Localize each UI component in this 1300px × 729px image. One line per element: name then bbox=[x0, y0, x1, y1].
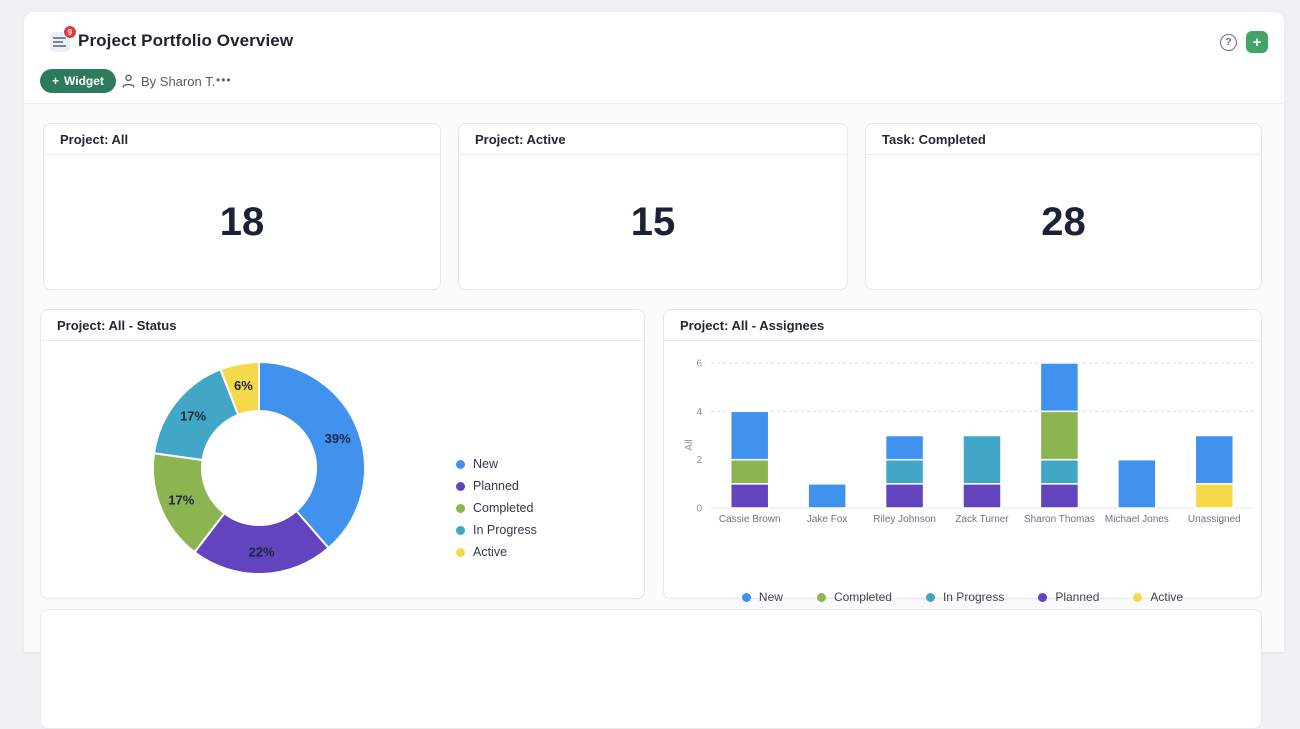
donut-data-label: 39% bbox=[325, 431, 351, 446]
x-category-label: Riley Johnson bbox=[873, 514, 936, 525]
y-tick-label: 0 bbox=[696, 504, 702, 515]
bar-segment-completed[interactable] bbox=[1039, 410, 1080, 461]
bar-segment-active[interactable] bbox=[1194, 483, 1235, 509]
donut-card-title: Project: All - Status bbox=[41, 310, 644, 341]
donut-data-label: 17% bbox=[180, 408, 206, 423]
bar-segment-planned[interactable] bbox=[729, 483, 770, 509]
dashboard-panel: 9 Project Portfolio Overview ? + + Widge… bbox=[24, 12, 1284, 729]
legend-item-planned[interactable]: Planned bbox=[456, 475, 537, 497]
help-icon[interactable]: ? bbox=[1220, 34, 1237, 51]
bar-segment-in-progress[interactable] bbox=[1039, 458, 1080, 485]
legend-label: Completed bbox=[473, 501, 534, 515]
legend-label: In Progress bbox=[473, 523, 537, 537]
donut-data-label: 17% bbox=[168, 492, 194, 507]
y-tick-label: 6 bbox=[696, 358, 702, 369]
bar-segment-completed[interactable] bbox=[729, 458, 770, 485]
legend-label: Planned bbox=[1055, 590, 1100, 604]
legend-label: Active bbox=[473, 545, 508, 559]
add-widget-button[interactable]: + Widget bbox=[40, 69, 116, 93]
legend-label: Planned bbox=[473, 479, 519, 493]
legend-dot bbox=[456, 525, 465, 535]
status-donut-chart: 39% 22% 17% 17% 6% bbox=[152, 360, 366, 575]
add-icon[interactable]: + bbox=[1246, 31, 1268, 53]
assignees-bar-chart: 0 2 4 6 All Cassie Brown Jake Fox Riley Johnson… bbox=[684, 358, 1253, 525]
bar-segment-new[interactable] bbox=[1039, 362, 1080, 413]
bar-segment-new[interactable] bbox=[807, 483, 847, 509]
legend-dot bbox=[456, 481, 465, 491]
stat-card-title: Task: Completed bbox=[866, 124, 1261, 155]
x-category-label: Zack Turner bbox=[955, 514, 1009, 525]
x-category-label: Unassigned bbox=[1188, 514, 1241, 525]
y-tick-label: 2 bbox=[696, 455, 702, 466]
x-category-label: Jake Fox bbox=[807, 514, 848, 525]
legend-dot bbox=[456, 503, 465, 513]
stat-card-title: Project: All bbox=[44, 124, 440, 155]
legend-item-active[interactable]: Active bbox=[1133, 589, 1183, 605]
bar-segment-in-progress[interactable] bbox=[962, 434, 1002, 485]
stat-card-task-completed[interactable]: Task: Completed 28 bbox=[865, 123, 1262, 290]
bars-card-title: Project: All - Assignees bbox=[664, 310, 1261, 341]
legend-item-completed[interactable]: Completed bbox=[456, 497, 537, 519]
widget-canvas: Project: All 18 Project: Active 15 Task:… bbox=[24, 103, 1284, 729]
author-label: By Sharon T. bbox=[141, 73, 216, 89]
legend-dot bbox=[1038, 592, 1048, 602]
donut-slice-new[interactable] bbox=[258, 360, 366, 550]
bars-legend: New Completed In Progress Planned Active bbox=[664, 589, 1261, 605]
x-category-label: Michael Jones bbox=[1105, 514, 1169, 525]
x-category-label: Cassie Brown bbox=[719, 514, 781, 525]
legend-item-active[interactable]: Active bbox=[456, 541, 537, 563]
bar-segment-planned[interactable] bbox=[1039, 483, 1080, 509]
donut-slice-active[interactable] bbox=[219, 360, 260, 417]
bar-segment-new[interactable] bbox=[1117, 458, 1157, 509]
legend-item-new[interactable]: New bbox=[741, 589, 783, 605]
stat-value: 28 bbox=[1041, 199, 1086, 244]
dashboard-icon: 9 bbox=[50, 25, 77, 52]
donut-data-label: 6% bbox=[234, 378, 253, 393]
bar-segment-new[interactable] bbox=[1194, 434, 1235, 485]
legend-label: New bbox=[758, 590, 783, 604]
legend-dot bbox=[456, 459, 465, 469]
bar-segment-planned[interactable] bbox=[884, 483, 925, 509]
legend-item-planned[interactable]: Planned bbox=[1038, 589, 1099, 605]
legend-label: Completed bbox=[833, 590, 892, 604]
y-axis-label: All bbox=[684, 439, 695, 450]
legend-item-in-progress[interactable]: In Progress bbox=[925, 589, 1005, 605]
stat-value: 15 bbox=[630, 199, 676, 244]
legend-dot bbox=[456, 547, 465, 557]
stat-card-title: Project: Active bbox=[459, 124, 847, 155]
bar-segment-new[interactable] bbox=[884, 434, 925, 461]
plus-icon: + bbox=[52, 74, 60, 88]
more-options-button[interactable]: ••• bbox=[216, 73, 232, 87]
status-donut-card[interactable]: Project: All - Status 39% 22% 17% 17% 6% New… bbox=[40, 309, 645, 599]
legend-label: In Progress bbox=[942, 590, 1005, 604]
legend-dot bbox=[925, 592, 935, 602]
legend-dot bbox=[741, 592, 751, 602]
x-category-label: Sharon Thomas bbox=[1024, 514, 1095, 525]
person-icon bbox=[122, 74, 135, 88]
donut-legend: New Planned Completed In Progress Active bbox=[456, 453, 537, 563]
legend-item-completed[interactable]: Completed bbox=[816, 589, 892, 605]
author-byline: By Sharon T. bbox=[122, 69, 215, 93]
assignees-bar-card[interactable]: Project: All - Assignees 0 2 4 6 All Cassie B… bbox=[663, 309, 1262, 604]
stat-card-project-active[interactable]: Project: Active 15 bbox=[458, 123, 848, 290]
donut-data-label: 22% bbox=[249, 544, 275, 559]
bar-segment-new[interactable] bbox=[729, 410, 770, 461]
legend-dot bbox=[816, 592, 826, 602]
notification-badge: 9 bbox=[63, 25, 77, 39]
next-widget-card[interactable] bbox=[40, 609, 1262, 729]
legend-item-new[interactable]: New bbox=[456, 453, 537, 475]
legend-item-in-progress[interactable]: In Progress bbox=[456, 519, 537, 541]
y-tick-label: 4 bbox=[696, 407, 702, 418]
legend-label: New bbox=[473, 457, 499, 471]
stat-value: 18 bbox=[219, 199, 265, 244]
bar-segment-in-progress[interactable] bbox=[884, 458, 925, 485]
stat-card-project-all[interactable]: Project: All 18 bbox=[43, 123, 441, 290]
bar-segment-planned[interactable] bbox=[962, 483, 1002, 509]
page-title: Project Portfolio Overview bbox=[78, 31, 294, 50]
legend-dot bbox=[1133, 592, 1143, 602]
add-widget-label: Widget bbox=[64, 74, 104, 88]
legend-label: Active bbox=[1150, 590, 1184, 604]
